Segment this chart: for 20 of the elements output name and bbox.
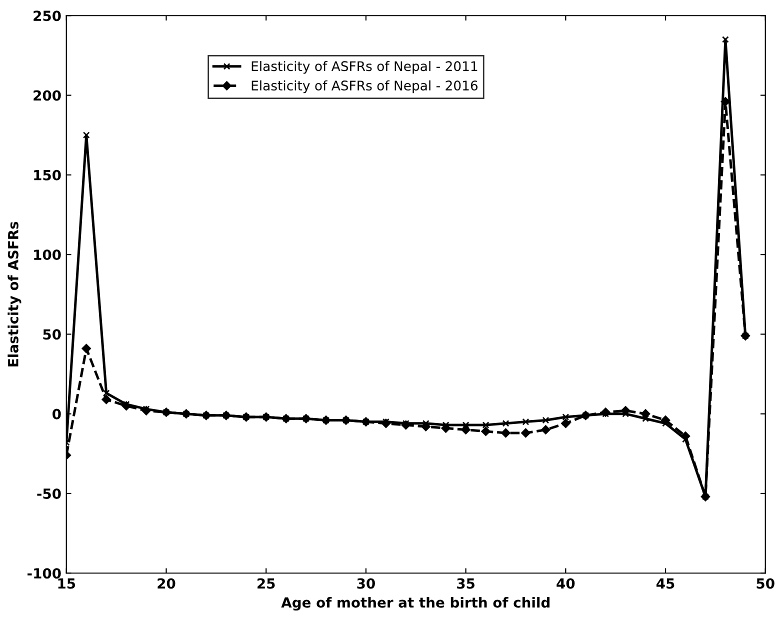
- y-tick-label: 250: [34, 10, 61, 22]
- y-tick-label: -50: [37, 488, 61, 499]
- x-tick-label: 50: [756, 578, 774, 589]
- y-tick-label: 50: [43, 329, 61, 340]
- x-axis-title: Age of mother at the birth of child: [281, 596, 550, 611]
- x-tick-label: 15: [58, 578, 76, 589]
- x-tick-label: 30: [357, 578, 375, 589]
- x-tick-label: 45: [656, 578, 674, 589]
- y-tick-label: 0: [52, 408, 61, 420]
- y-tick-label: 150: [34, 170, 61, 180]
- y-tick-label: 100: [34, 250, 61, 260]
- x-tick-label: 35: [457, 578, 475, 589]
- y-axis-title: Elasticity of ASFRs: [8, 222, 22, 366]
- legend-label: Elasticity of ASFRs of Nepal - 2011: [252, 60, 478, 74]
- x-tick-label: 20: [158, 578, 176, 589]
- legend-label: Elasticity of ASFRs of Nepal - 2016: [252, 80, 478, 94]
- y-tick-label: -100: [28, 568, 61, 579]
- x-tick-label: 25: [258, 578, 275, 589]
- x-tick-label: 40: [556, 578, 575, 589]
- y-tick-label: 200: [34, 90, 61, 101]
